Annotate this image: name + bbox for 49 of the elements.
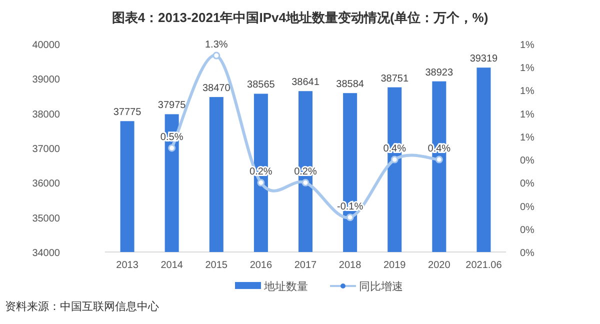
y-tick-label: 34000 [32,248,60,259]
y2-tick-label: 0% [520,224,535,236]
text: 资料来源：中国互联网信息中心 [5,300,159,313]
data-label: 37975 [158,100,186,112]
y2-tick-label: 1% [520,63,535,74]
data-label: 37775 [113,107,142,118]
y-tick-label: 35000 [32,213,60,224]
y-tick-label: 38000 [32,109,60,120]
x-tick-label: 2018 [338,260,362,271]
data-label: 39319 [470,54,498,65]
y2-tick-label: 1% [520,132,535,144]
point [302,178,310,186]
data-label: 38751 [380,73,409,84]
point [212,52,220,60]
data-label: 38584 [336,79,364,90]
chart-title: 图表4：2013-2021年中国IPv4地址数量变动情况(单位：万个，%) [112,10,488,25]
y2-tick-label: 0% [520,156,535,167]
y-tick-label: 37000 [32,144,60,155]
y2-tick-label: 0% [520,202,535,213]
data-label: 38923 [425,67,454,78]
y-tick-label: 39000 [32,74,60,86]
data-label: 38470 [202,83,231,94]
y-tick-label: 36000 [32,178,60,190]
y2-tick-label: 1% [520,109,535,120]
x-tick-label: 2013 [116,260,139,271]
legend-label: 地址数量 [263,280,308,293]
point [257,178,265,186]
y2-tick-label: 0% [520,178,535,190]
point [168,144,176,152]
data-label: 0.5% [160,132,184,143]
x-tick-label: 2015 [205,260,228,271]
data-label: 38641 [292,77,320,88]
x-tick-label: 2021.06 [466,260,502,271]
x-tick-label: 2017 [294,260,318,271]
data-label: 0.2% [250,166,272,178]
point [390,156,398,164]
x-tick-label: 2019 [383,260,406,271]
y2-tick-label: 1% [520,86,535,98]
point [435,156,443,164]
legend-label: 同比增速 [359,280,403,293]
x-tick-label: 2020 [428,260,451,271]
x-tick-label: 2016 [250,260,273,271]
data-label: 1.3% [204,40,228,51]
y2-tick-label: 0% [520,248,535,259]
y-tick-label: 40000 [32,40,60,51]
x-tick-label: 2014 [160,260,184,271]
y2-tick-label: 1% [520,40,535,51]
point [346,214,354,222]
data-label: 38565 [247,80,276,91]
